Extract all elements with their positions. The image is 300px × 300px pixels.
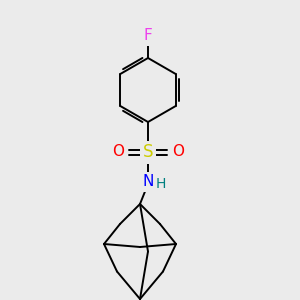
Text: O: O [172, 145, 184, 160]
Text: H: H [156, 177, 166, 191]
Text: F: F [144, 28, 152, 44]
Text: S: S [143, 143, 153, 161]
Text: N: N [142, 175, 154, 190]
Text: O: O [112, 145, 124, 160]
